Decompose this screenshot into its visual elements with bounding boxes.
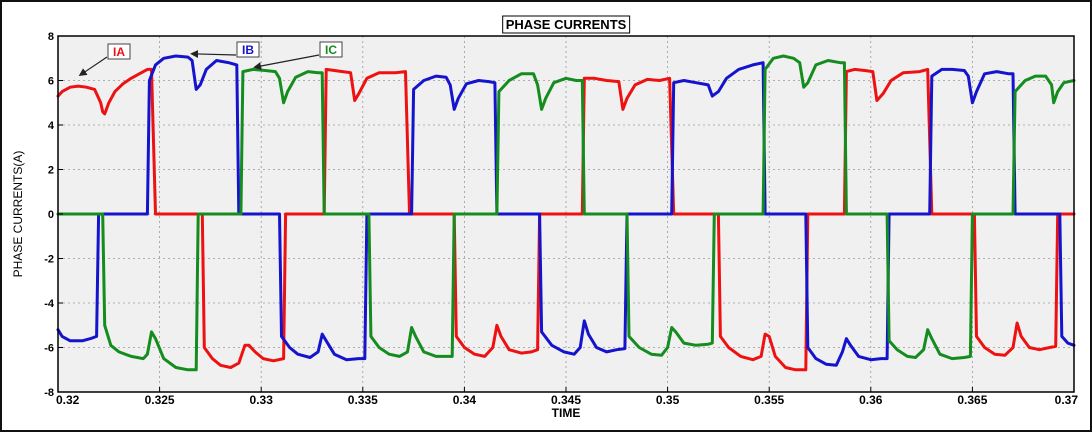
x-axis-label: TIME (552, 406, 581, 420)
y-axis-label: PHASE CURRENTS(A) (11, 151, 25, 278)
y-tick-label: 0 (48, 209, 54, 221)
x-tick-label: 0.37 (1055, 393, 1079, 407)
chart-title-box (502, 15, 631, 34)
annotation-arrow-ic (253, 54, 320, 70)
annotation-arrow-ia (78, 56, 108, 77)
annotation-box-ic (319, 41, 343, 58)
x-tick-label: 0.34 (453, 393, 477, 407)
y-axis-ticks: -8 -6 -4 -2 0 2 4 6 8 (44, 31, 63, 399)
y-tick-label: 6 (48, 76, 54, 88)
x-tick-label: 0.36 (859, 393, 883, 407)
x-tick-label: 0.33 (250, 393, 274, 407)
annotations-layer: IA IB IC (78, 41, 343, 77)
y-tick-label: 2 (48, 165, 54, 177)
x-tick-label: 0.355 (754, 393, 784, 407)
x-tick-label: 0.365 (957, 393, 987, 407)
series-line-ic (56, 54, 1076, 372)
y-tick-label: -8 (44, 387, 54, 399)
x-tick-label: 0.32 (56, 393, 80, 407)
y-tick-label: -2 (44, 254, 54, 266)
y-tick-label: 4 (48, 120, 55, 132)
y-tick-label: 8 (48, 31, 54, 43)
annotation-arrow-ib (190, 49, 237, 58)
annotation-label-ib: IB (242, 43, 254, 57)
annotation-label-ia: IA (113, 45, 125, 59)
annotation-box-ia (107, 43, 131, 60)
y-tick-label: -4 (44, 298, 55, 310)
x-tick-label: 0.35 (656, 393, 680, 407)
chart-title: PHASE CURRENTS (506, 17, 627, 32)
y-tick-label: -6 (44, 343, 54, 355)
x-axis-ticks: 0.32 0.325 0.33 0.335 0.34 0.345 0.35 0.355 0.36… (56, 387, 1078, 407)
annotation-box-ib (236, 41, 260, 58)
series-layer (56, 54, 1076, 372)
x-tick-label: 0.325 (145, 393, 175, 407)
series-line-ia (56, 67, 1076, 372)
x-tick-label: 0.345 (551, 393, 581, 407)
annotation-label-ic: IC (325, 43, 337, 57)
x-tick-label: 0.335 (348, 393, 378, 407)
series-line-ib (56, 54, 1076, 367)
